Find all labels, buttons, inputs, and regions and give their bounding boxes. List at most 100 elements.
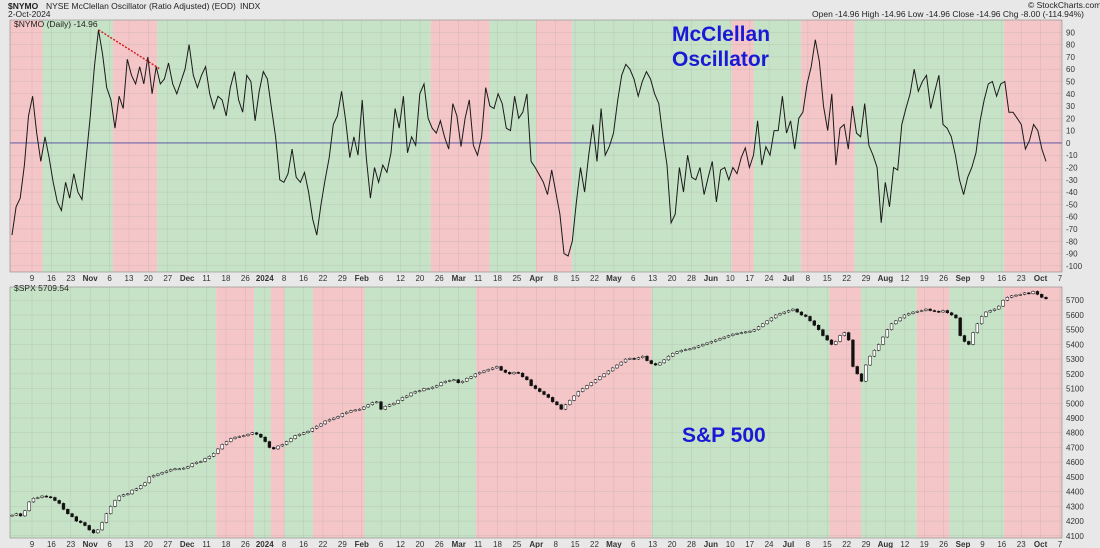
spx-candle <box>585 385 589 389</box>
spx-candle <box>992 308 997 311</box>
x-tick-label: 23 <box>1017 540 1026 548</box>
x-tick-label: 20 <box>415 274 424 283</box>
spx-y-tick-label: 5300 <box>1066 355 1084 364</box>
spx-candle <box>658 362 662 366</box>
spx-candle <box>469 376 473 379</box>
spx-candle <box>761 323 765 327</box>
x-tick-label: 23 <box>66 274 75 283</box>
x-tick-label: 17 <box>745 540 754 548</box>
x-tick-label: Apr <box>529 540 543 548</box>
spx-candle <box>44 495 48 498</box>
x-tick-label: 19 <box>920 540 929 548</box>
spx-y-tick-label: 5100 <box>1066 385 1084 394</box>
spx-candle <box>568 400 572 406</box>
x-tick-label: 8 <box>282 540 287 548</box>
spx-candle <box>726 335 731 338</box>
spx-candle <box>941 310 945 313</box>
x-tick-label: Nov <box>83 274 99 283</box>
osc-y-tick-label: -70 <box>1066 225 1078 234</box>
ohlc-readout: Open -14.96 High -14.96 Low -14.96 Close… <box>812 9 1084 19</box>
osc-y-tick-label: -100 <box>1066 262 1083 271</box>
spx-candle <box>512 372 516 375</box>
x-tick-label: 18 <box>222 540 231 548</box>
spx-candle <box>439 382 443 386</box>
x-tick-label: 28 <box>687 274 696 283</box>
spx-candle <box>705 342 709 345</box>
x-tick-label: 9 <box>980 540 985 548</box>
osc-band-12 <box>1004 20 1062 272</box>
spx-candle <box>611 367 615 372</box>
x-tick-label: 16 <box>47 274 56 283</box>
spx-candle <box>134 488 139 491</box>
x-tick-label: Dec <box>180 274 195 283</box>
spx-candle <box>641 355 645 358</box>
x-tick-label: 22 <box>318 274 327 283</box>
x-tick-label: 25 <box>512 540 521 548</box>
spx-candle <box>173 468 177 471</box>
spx-candle <box>314 425 319 429</box>
osc-y-tick-label: 0 <box>1066 139 1071 148</box>
x-tick-label: 11 <box>202 274 211 283</box>
spx-candle <box>357 408 362 411</box>
x-tick-label: 19 <box>920 274 929 283</box>
x-tick-label: Aug <box>878 540 894 548</box>
x-tick-label: 8 <box>553 540 558 548</box>
x-tick-label: 2024 <box>256 274 274 283</box>
spx-candle <box>954 314 958 319</box>
x-tick-label: 23 <box>1017 274 1026 283</box>
spx-y-tick-label: 5600 <box>1066 311 1084 320</box>
spx-candle <box>555 401 559 406</box>
spx-candle <box>769 317 774 322</box>
spx-candle <box>907 313 911 316</box>
spx-candle <box>229 438 233 442</box>
x-tick-label: 16 <box>997 540 1006 548</box>
spx-candle <box>928 308 932 311</box>
spx-candle <box>327 419 332 422</box>
spx-candle <box>1040 294 1044 298</box>
spx-candle <box>791 308 795 311</box>
x-tick-label: Sep <box>956 274 971 283</box>
spx-candle <box>465 378 469 382</box>
spx-candle <box>979 316 984 325</box>
spx-candle <box>246 433 250 436</box>
osc-band-6 <box>536 20 572 272</box>
osc-band-8 <box>731 20 754 272</box>
spx-candle <box>804 314 808 317</box>
spx-candle <box>203 458 207 462</box>
spx-candle <box>383 405 387 410</box>
spx-candle <box>666 355 671 361</box>
spx-legend: $SPX 5709.54 <box>14 283 69 293</box>
x-tick-label: Aug <box>878 274 894 283</box>
spx-candle <box>220 444 224 450</box>
x-tick-label: 20 <box>144 540 153 548</box>
spx-candle <box>456 379 460 383</box>
spx-candle <box>932 310 937 312</box>
spx-annotation: S&P 500 <box>682 424 766 447</box>
spx-candle <box>1022 292 1027 295</box>
spx-candle <box>924 308 928 311</box>
spx-band-23 <box>861 287 917 538</box>
spx-band-20 <box>476 287 652 538</box>
spx-candle <box>636 357 641 360</box>
spx-candle <box>74 516 79 522</box>
x-tick-label: 20 <box>668 274 677 283</box>
spx-candle <box>889 323 894 330</box>
spx-candle <box>508 372 512 375</box>
spx-candle <box>212 453 216 457</box>
spx-candle <box>233 436 237 439</box>
x-tick-label: 18 <box>493 540 502 548</box>
spx-candle <box>1005 297 1010 301</box>
spx-band-19 <box>364 287 477 538</box>
spx-candle <box>744 331 748 334</box>
x-tick-label: 12 <box>900 540 909 548</box>
spx-candle <box>546 394 550 398</box>
x-tick-label: 6 <box>107 274 112 283</box>
x-tick-label: 17 <box>745 274 754 283</box>
spx-candle <box>113 500 117 507</box>
spx-candle <box>495 366 499 369</box>
x-tick-label: 10 <box>726 274 735 283</box>
spx-y-tick-label: 4700 <box>1066 443 1084 452</box>
spx-candle <box>975 323 980 333</box>
spx-candle <box>284 441 289 445</box>
